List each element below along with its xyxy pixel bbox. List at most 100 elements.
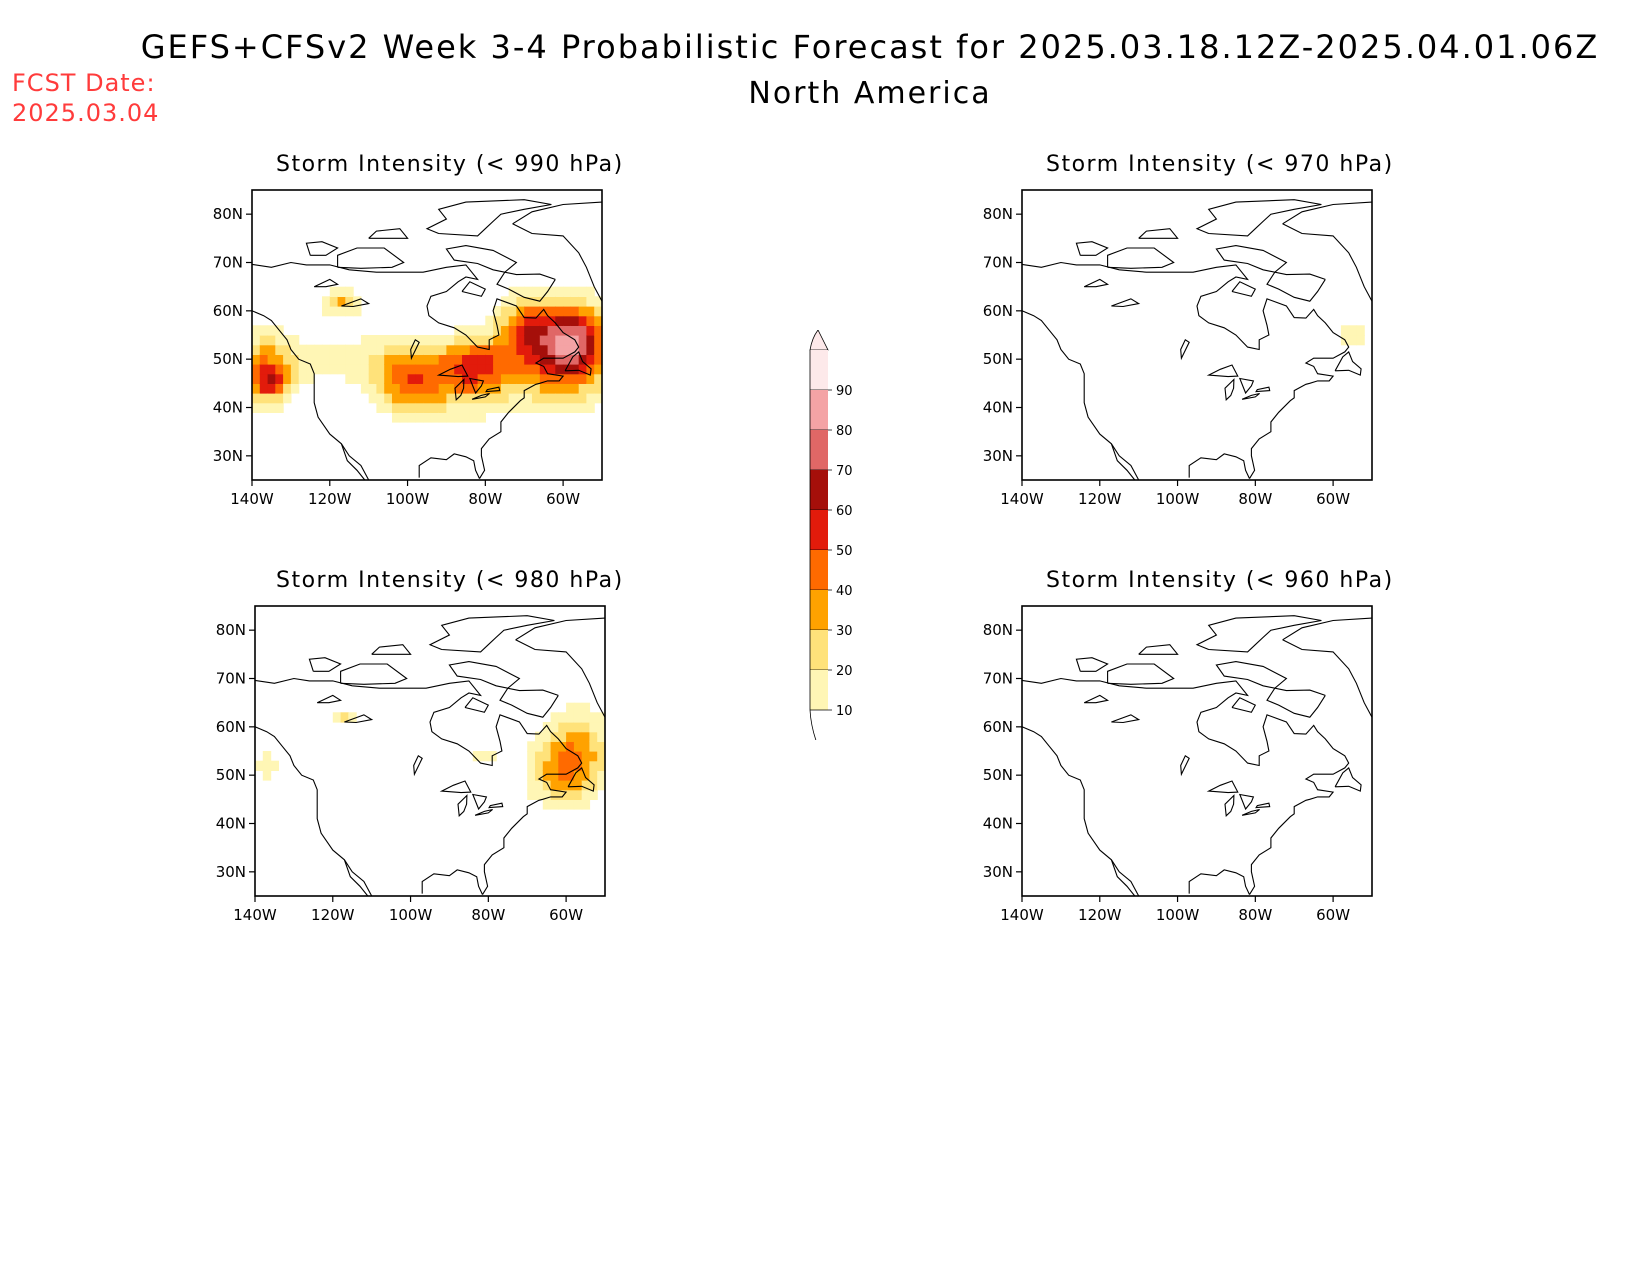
probability-cell — [500, 354, 510, 365]
lake-outline — [1241, 808, 1260, 816]
probability-cell — [485, 393, 494, 404]
probability-cell — [550, 770, 559, 781]
probability-cell — [581, 760, 591, 771]
probability-cell — [275, 354, 284, 365]
probability-cell — [262, 760, 272, 771]
probability-cell — [573, 760, 583, 771]
probability-cell — [314, 354, 323, 365]
probability-cell — [566, 760, 575, 771]
probability-cell — [477, 335, 486, 346]
lat-tick-label: 50N — [213, 350, 243, 368]
probability-cell — [547, 335, 556, 346]
probability-cell — [454, 354, 463, 365]
region-subtitle: North America — [748, 76, 992, 111]
probability-cell — [542, 741, 552, 752]
probability-cell — [392, 383, 401, 394]
probability-cell — [337, 364, 346, 375]
coastline — [418, 453, 480, 479]
probability-cell — [542, 789, 552, 800]
probability-cell — [532, 344, 541, 355]
probability-cell — [485, 364, 494, 375]
probability-cell — [438, 393, 448, 404]
probability-cell — [594, 383, 603, 394]
probability-cell — [524, 364, 533, 375]
probability-cell — [516, 315, 525, 326]
probability-cell — [563, 315, 572, 326]
probability-cell — [493, 393, 502, 404]
probability-cell — [570, 306, 580, 317]
coastlines — [254, 615, 606, 897]
probability-cell — [384, 373, 393, 384]
probability-cell — [578, 296, 588, 307]
colorbar-label: 90 — [836, 384, 853, 399]
probability-cell — [558, 722, 567, 733]
probability-cell — [535, 780, 544, 791]
probability-cell — [547, 325, 556, 336]
probability-cell — [384, 364, 393, 375]
probability-cell — [550, 789, 559, 800]
probability-cell — [516, 335, 525, 346]
forecast-date-label: FCST Date: — [12, 69, 156, 97]
probability-cell — [399, 412, 409, 423]
probability-cell — [259, 393, 269, 404]
probability-cell — [270, 760, 279, 771]
probability-cell — [446, 344, 455, 355]
lat-tick-label: 60N — [216, 718, 246, 736]
probability-cell — [493, 383, 502, 394]
probability-cell — [508, 344, 518, 355]
probability-cell — [524, 296, 533, 307]
probability-cell — [368, 393, 378, 404]
probability-cell — [524, 306, 533, 317]
probability-cell — [527, 770, 536, 781]
coastline — [1110, 443, 1136, 481]
probability-cell — [415, 412, 424, 423]
probability-cell — [376, 373, 385, 384]
lon-tick-label: 100W — [1156, 490, 1200, 508]
probability-cell — [563, 364, 572, 375]
probability-cell — [337, 296, 346, 307]
probability-cell — [555, 354, 564, 365]
probability-cell — [267, 344, 276, 355]
probability-cell — [570, 325, 580, 336]
probability-cell — [555, 325, 564, 336]
probability-cell — [407, 383, 416, 394]
coastline — [567, 766, 595, 792]
probability-cell — [578, 344, 588, 355]
probability-cell — [407, 364, 416, 375]
coastline — [512, 201, 603, 225]
probability-cell — [314, 364, 323, 375]
probability-cell — [430, 402, 440, 413]
probability-cell — [500, 344, 510, 355]
probability-cell — [558, 741, 567, 752]
probability-cell — [550, 760, 559, 771]
main-title: GEFS+CFSv2 Week 3-4 Probabilistic Foreca… — [140, 28, 1600, 66]
probability-cell — [570, 344, 580, 355]
probability-cell — [392, 412, 401, 423]
probability-cell — [469, 412, 479, 423]
probability-cell — [573, 712, 583, 723]
probability-cell — [578, 354, 588, 365]
probability-cell — [516, 354, 525, 365]
probability-cell — [570, 393, 580, 404]
lake-outline — [1206, 780, 1239, 794]
lat-tick-label: 80N — [983, 621, 1013, 639]
probability-cell — [527, 789, 536, 800]
probability-cell — [252, 364, 261, 375]
lon-tick-label: 80W — [471, 906, 505, 924]
lake-outline — [1255, 386, 1271, 393]
lake-outline — [1238, 793, 1255, 811]
map-panel-970: 140W 120W 100W 80W 60W 80N 70N 60N 50N 40N 30N — [983, 189, 1373, 508]
probability-cell — [508, 335, 518, 346]
probability-cell — [438, 344, 448, 355]
map-panel-990: 140W 120W 100W 80W 60W 80N 70N 60N 50N 40N 30N — [213, 189, 603, 508]
lake-outline — [471, 793, 488, 811]
coastline — [1215, 245, 1326, 302]
probability-cell — [262, 751, 272, 762]
probability-cell — [573, 799, 583, 810]
probability-cell — [573, 789, 583, 800]
probability-cell — [558, 712, 567, 723]
probability-cell — [535, 741, 544, 752]
probability-cell — [558, 770, 567, 781]
probability-cell — [500, 373, 510, 384]
probability-cell — [539, 325, 549, 336]
